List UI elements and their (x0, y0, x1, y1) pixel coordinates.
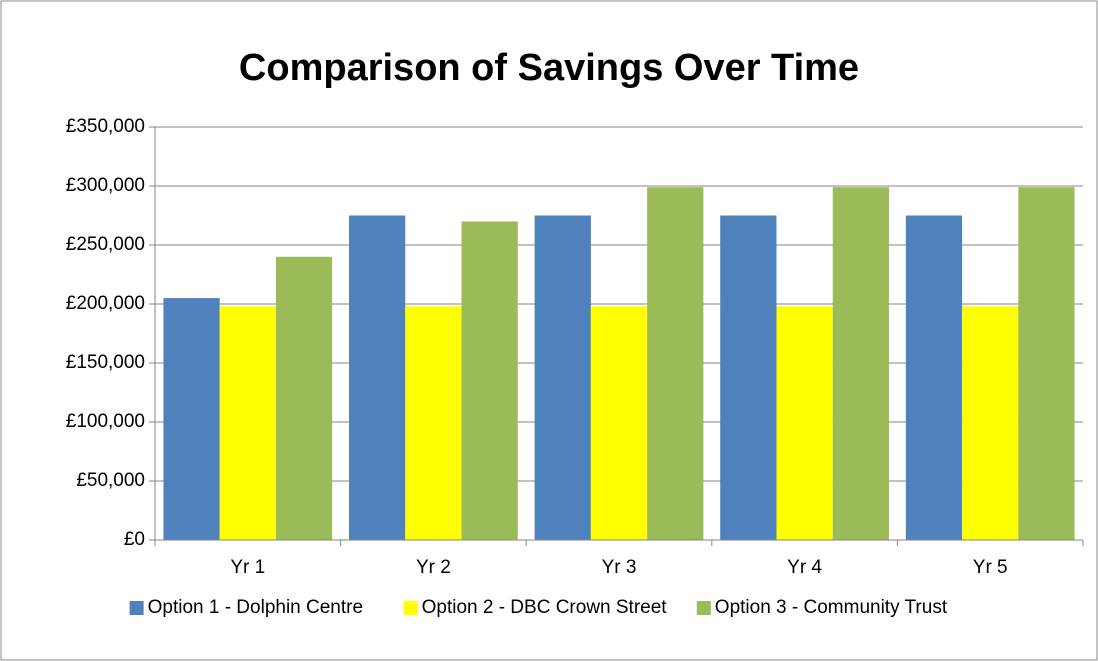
y-tick-label: £50,000 (76, 470, 145, 491)
y-tick-label: £350,000 (66, 116, 145, 137)
bar (461, 221, 518, 540)
legend-label: Option 1 - Dolphin Centre (148, 597, 363, 618)
bar (647, 187, 704, 540)
bar (349, 215, 406, 540)
y-tick-label: £200,000 (66, 293, 145, 314)
y-tick-label: £0 (124, 529, 145, 550)
legend-swatch (696, 601, 711, 615)
y-tick-label: £150,000 (66, 352, 145, 373)
y-tick-label: £100,000 (66, 411, 145, 432)
legend-label: Option 2 - DBC Crown Street (422, 597, 668, 618)
bar (534, 215, 591, 540)
x-tick-label: Yr 2 (416, 557, 451, 578)
x-tick-label: Yr 5 (973, 557, 1008, 578)
bar (1018, 187, 1075, 540)
bar (776, 306, 833, 540)
legend-swatch (403, 601, 418, 615)
bar (275, 256, 333, 540)
bar (720, 215, 777, 540)
bar (962, 306, 1019, 540)
y-tick-label: £300,000 (66, 175, 145, 196)
x-tick-label: Yr 4 (787, 557, 822, 578)
bar (405, 306, 462, 540)
y-tick-label: £250,000 (66, 234, 145, 255)
bar (832, 187, 889, 540)
bar (163, 298, 220, 540)
bar (590, 306, 648, 540)
legend-label: Option 3 - Community Trust (715, 597, 948, 618)
bar (219, 306, 276, 540)
legend-swatch (129, 601, 144, 615)
x-tick-label: Yr 1 (230, 557, 265, 578)
bar (905, 215, 963, 540)
x-tick-label: Yr 3 (602, 557, 637, 578)
chart-title: Comparison of Savings Over Time (239, 47, 859, 89)
